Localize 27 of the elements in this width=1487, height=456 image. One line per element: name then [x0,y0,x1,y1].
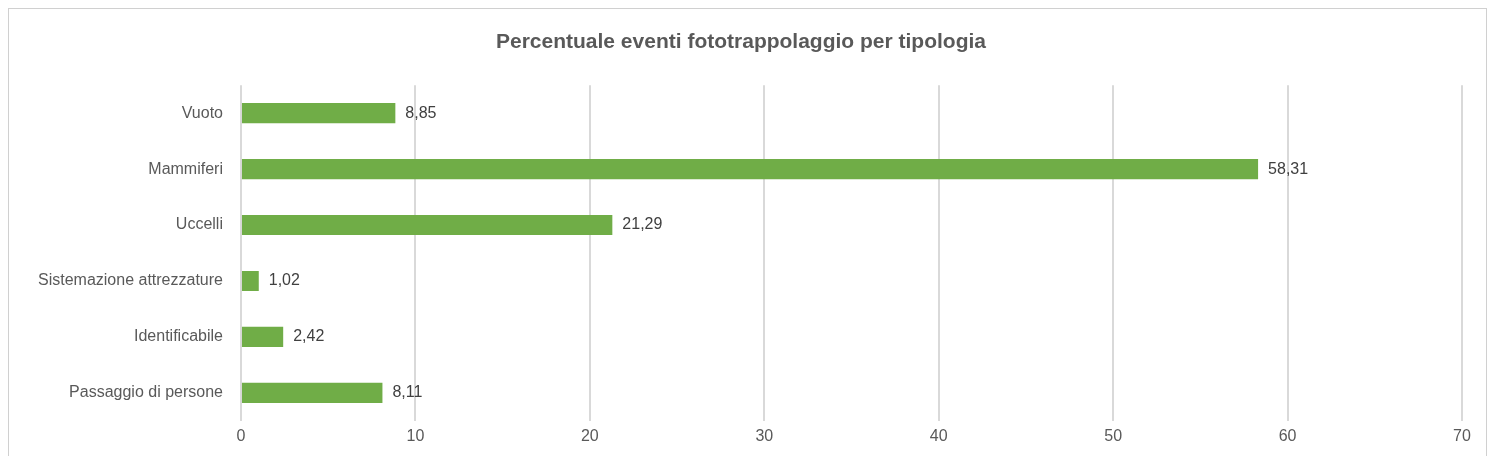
bar [241,326,284,347]
bar [241,270,259,292]
chart-title: Percentuale eventi fototrappolaggio per tipologia [495,29,987,53]
data-label: 2,42 [293,327,325,345]
bar [241,159,1259,180]
x-tick-label: 70 [1453,426,1471,444]
x-tick-label: 30 [755,426,774,444]
x-tick-label: 60 [1278,426,1297,444]
x-tick-label: 10 [406,426,425,444]
data-label: 8,11 [392,383,423,401]
data-label: 8,85 [405,103,437,121]
bar [241,103,396,124]
data-label: 1,02 [268,271,301,289]
x-tick-label: 20 [580,426,599,444]
x-tick-label: 0 [236,426,246,444]
y-tick-label: Uccelli [175,215,223,233]
y-tick-label: Vuoto [181,103,224,121]
x-tick-label: 50 [1104,426,1123,444]
y-tick-label: Passaggio di persone [69,383,224,401]
bar [241,382,383,403]
data-label: 21,29 [622,215,663,233]
y-tick-label: Sistemazione attrezzature [37,271,224,289]
x-tick-label: 40 [929,426,948,444]
y-tick-label: Mammiferi [148,159,223,177]
bar [241,214,613,236]
data-label: 58,31 [1268,159,1309,177]
y-tick-label: Identificabile [134,327,224,345]
